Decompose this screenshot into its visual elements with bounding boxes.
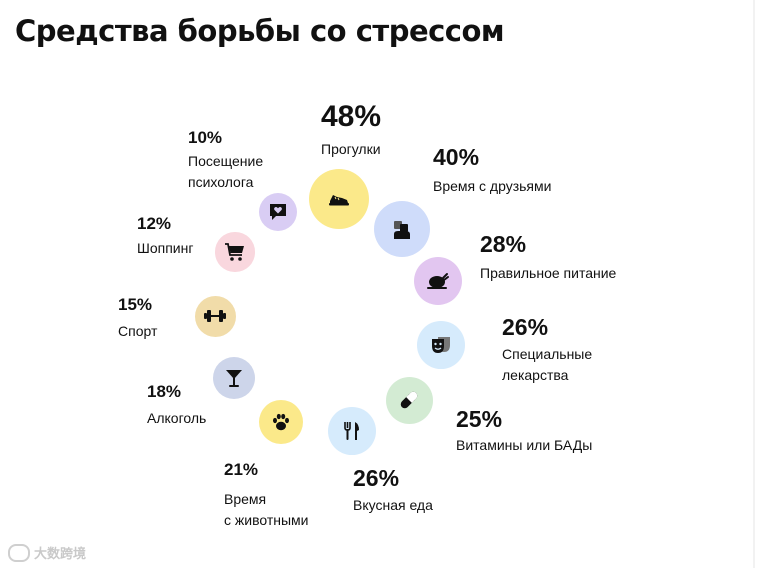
friends-icon xyxy=(391,218,413,240)
value-label: 18% xyxy=(147,382,182,401)
value-label: 10% xyxy=(188,128,223,147)
category-label: Специальные лекарства xyxy=(502,346,593,383)
category-label: Прогулки xyxy=(321,141,381,157)
bubble-dumbbell xyxy=(194,295,236,337)
fork-knife-icon xyxy=(342,420,362,442)
category-label: Вкусная еда xyxy=(353,497,433,513)
bubble-fork-knife xyxy=(328,407,376,455)
bubble-pill xyxy=(385,376,433,424)
category-label: Время с животными xyxy=(224,491,309,528)
value-label: 26% xyxy=(502,314,549,340)
value-label: 12% xyxy=(137,214,172,233)
value-label: 40% xyxy=(433,144,480,170)
value-label: 25% xyxy=(456,406,503,432)
roast-chicken-icon xyxy=(426,272,450,290)
category-label: Посещение психолога xyxy=(188,153,264,190)
pill-icon xyxy=(397,388,421,412)
bubble-cocktail-glass xyxy=(212,356,256,400)
watermark-logo-icon xyxy=(8,544,30,562)
page-title: Средства борьбы со стрессом xyxy=(15,14,505,48)
paw-icon xyxy=(270,411,292,433)
category-label: Шоппинг xyxy=(137,240,194,256)
value-label: 28% xyxy=(480,231,527,257)
category-label: Алкоголь xyxy=(147,410,207,426)
bubble-cart xyxy=(215,232,255,272)
heart-chat-icon xyxy=(268,202,288,222)
category-label: Время с друзьями xyxy=(433,178,552,194)
bubble-shoe xyxy=(308,168,370,230)
bubble-mask xyxy=(417,321,465,369)
watermark-text: 大数跨境 xyxy=(34,546,87,561)
cart-icon xyxy=(224,242,246,262)
edge-divider xyxy=(753,0,755,568)
shoe-icon xyxy=(328,191,350,207)
cocktail-glass-icon xyxy=(224,367,244,389)
value-label: 26% xyxy=(353,465,400,491)
bubble-paw xyxy=(258,399,304,445)
dumbbell-icon xyxy=(203,308,227,324)
bubble-friends xyxy=(374,201,430,257)
bubble-roast-chicken xyxy=(413,256,463,306)
category-label: Спорт xyxy=(118,323,158,339)
value-label: 48% xyxy=(321,100,382,133)
value-label: 21% xyxy=(224,460,259,479)
watermark: 大数跨境 xyxy=(8,543,86,562)
mask-icon xyxy=(430,335,452,355)
category-label: Правильное питание xyxy=(480,265,617,281)
category-label: Витамины или БАДы xyxy=(456,437,593,453)
value-label: 15% xyxy=(118,295,153,314)
bubble-heart-chat xyxy=(259,193,297,231)
